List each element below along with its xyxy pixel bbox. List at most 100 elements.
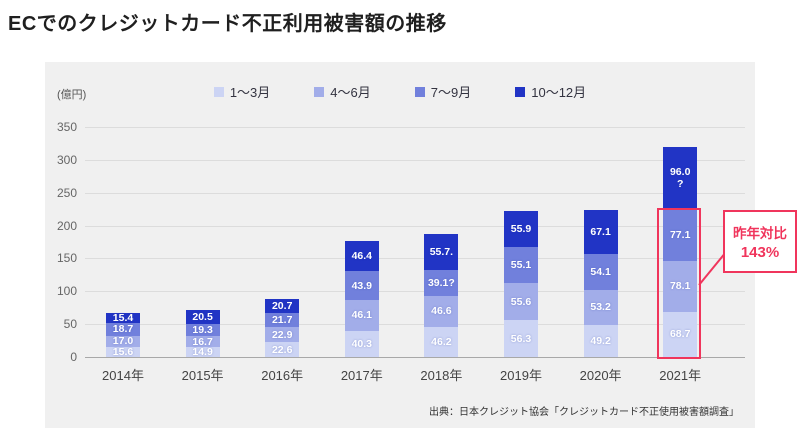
legend-label: 10〜12月 <box>531 85 587 100</box>
bar-segment-value: 78.1 <box>669 280 691 293</box>
x-axis-label: 2017年 <box>340 368 383 383</box>
bar-segment-value: 19.3 <box>192 323 213 336</box>
bar-segment-value: 46.6 <box>431 305 452 318</box>
x-axis-label: 2020年 <box>579 368 622 383</box>
bar-segment-value: 39.1? <box>427 277 455 290</box>
bar-segment: 15.6 <box>106 346 140 358</box>
y-tick-label: 250 <box>56 185 77 200</box>
legend-item: 10〜12月 <box>515 82 586 101</box>
gridline <box>85 258 745 260</box>
x-axis-label: 2019年 <box>500 368 542 383</box>
bar-segment-value: 22.9 <box>271 328 293 341</box>
gridline <box>85 127 745 128</box>
y-tick-label: 50 <box>63 317 77 332</box>
bar-segment-value: 46.2 <box>431 335 452 348</box>
bar-segment-value: 20.7 <box>271 300 293 313</box>
bar-segment: 54.1 <box>583 254 618 290</box>
y-axis-unit-label: (億円) <box>57 89 87 101</box>
legend-label: 4〜6月 <box>330 85 371 100</box>
bar-segment: 46.4 <box>344 240 379 272</box>
bar-2018年: 46.2 46.6 39.1? 55.7. <box>424 233 459 357</box>
bar-segment: 21.7 <box>265 312 300 328</box>
bar-segment-value: 68.7 <box>669 328 691 341</box>
chart-panel: 1〜3月 4〜6月 7〜9月 10〜12月 (億円) 0 50 100 150 200 250 3… <box>45 62 797 428</box>
source-note: 出典：日本クレジット協会「クレジットカード不正使用被害額調査」 <box>429 407 739 418</box>
bar-segment: 43.9 <box>344 271 379 301</box>
bar-2017年: 40.3 46.1 43.9 46.4 <box>344 240 379 357</box>
bar-segment: 56.3 <box>504 320 538 357</box>
bar-2020年: 49.2 53.2 54.1 67.1 <box>583 210 618 357</box>
bar-2016年: 22.6 22.9 21.7 20.7 <box>265 299 300 357</box>
bar-segment: 68.7 <box>663 311 698 357</box>
legend-swatch-icon <box>213 86 224 97</box>
bar-segment-value: 20.5 <box>192 310 213 323</box>
bar-segment: 78.1 <box>663 260 698 312</box>
x-axis-label: 2018年 <box>420 368 463 383</box>
bar-segment: 18.7 <box>106 323 140 336</box>
bar-segment: 55.7. <box>424 233 459 271</box>
bar-segment-value: 15.4 <box>112 312 134 325</box>
bar-segment: 39.1? <box>424 270 459 297</box>
callout-box: 昨年対比 143% <box>723 210 797 273</box>
y-tick-label: 350 <box>56 120 77 134</box>
y-tick-label: 100 <box>56 284 77 299</box>
bar-segment: 53.2 <box>583 289 618 325</box>
gridline <box>85 291 745 293</box>
bar-segment-value: 21.7 <box>271 313 293 326</box>
bar-segment-value: 14.9 <box>192 346 213 359</box>
bar-segment-value: 49.2 <box>590 334 611 347</box>
bar-segment-value: 40.3 <box>351 337 373 350</box>
bar-segment: 49.2 <box>583 324 618 357</box>
bar-segment-value: 22.6 <box>271 343 293 356</box>
legend-swatch-icon <box>515 86 526 97</box>
bar-segment-value: 18.7 <box>112 323 134 336</box>
bar-segment-value: 55.7. <box>429 246 454 259</box>
bar-segment-value: 53.2 <box>590 301 611 314</box>
legend-label: 1〜3月 <box>229 85 271 100</box>
x-axis-label: 2015年 <box>181 368 224 383</box>
plot-area: 0 50 100 150 200 250 300 350 15.6 17.0 18.7 15.4 201… <box>45 62 755 428</box>
x-axis-line <box>85 357 745 358</box>
y-tick-label: 300 <box>56 152 77 167</box>
gridline <box>85 324 745 326</box>
bar-segment: 15.4 <box>106 312 140 325</box>
bar-segment-value: 67.1 <box>590 226 611 239</box>
gridline <box>85 225 745 227</box>
y-tick-label: 150 <box>56 251 77 266</box>
legend-label: 7〜9月 <box>430 85 472 100</box>
y-tick-label: 200 <box>56 218 77 233</box>
bar-segment: 16.7 <box>185 336 220 348</box>
legend-item: 4〜6月 <box>314 82 371 101</box>
bar-segment-value: 55.9 <box>510 222 532 235</box>
bar-segment: 46.6 <box>424 296 459 327</box>
callout-text: 昨年対比 <box>733 226 787 241</box>
bar-segment-value: 96.0 ? <box>669 166 691 191</box>
bar-segment: 22.9 <box>265 327 300 343</box>
bar-2015年: 14.9 16.7 19.3 20.5 <box>185 310 220 359</box>
bar-segment: 19.3 <box>185 323 220 337</box>
bar-segment: 96.0 ? <box>663 146 698 210</box>
x-axis-label: 2016年 <box>261 368 304 383</box>
bar-segment: 77.1 <box>663 209 698 261</box>
legend-swatch-icon <box>314 86 325 97</box>
bar-segment: 17.0 <box>106 335 140 347</box>
bar-segment-value: 43.9 <box>351 279 373 292</box>
bar-segment-value: 55.1 <box>510 259 532 272</box>
bar-segment-value: 54.1 <box>590 265 611 278</box>
legend-swatch-icon <box>414 86 425 97</box>
x-axis-label: 2014年 <box>102 368 144 383</box>
bar-2021年: 68.7 78.1 77.1 96.0 ? <box>663 146 698 357</box>
callout-value: 143% <box>740 244 780 261</box>
bar-segment-value: 46.4 <box>351 250 373 263</box>
bar-2014年: 15.6 17.0 18.7 15.4 <box>106 312 140 358</box>
bar-segment-value: 46.1 <box>351 309 373 322</box>
bar-segment: 22.6 <box>265 342 300 357</box>
bar-segment: 55.1 <box>504 247 538 284</box>
bar-segment-value: 77.1 <box>669 229 691 242</box>
gridline <box>85 159 745 161</box>
bar-segment: 55.6 <box>504 283 538 321</box>
legend-item: 7〜9月 <box>414 82 472 101</box>
bar-segment-value: 56.3 <box>510 332 532 345</box>
bar-segment: 67.1 <box>583 210 618 255</box>
y-tick-label: 0 <box>70 350 77 364</box>
